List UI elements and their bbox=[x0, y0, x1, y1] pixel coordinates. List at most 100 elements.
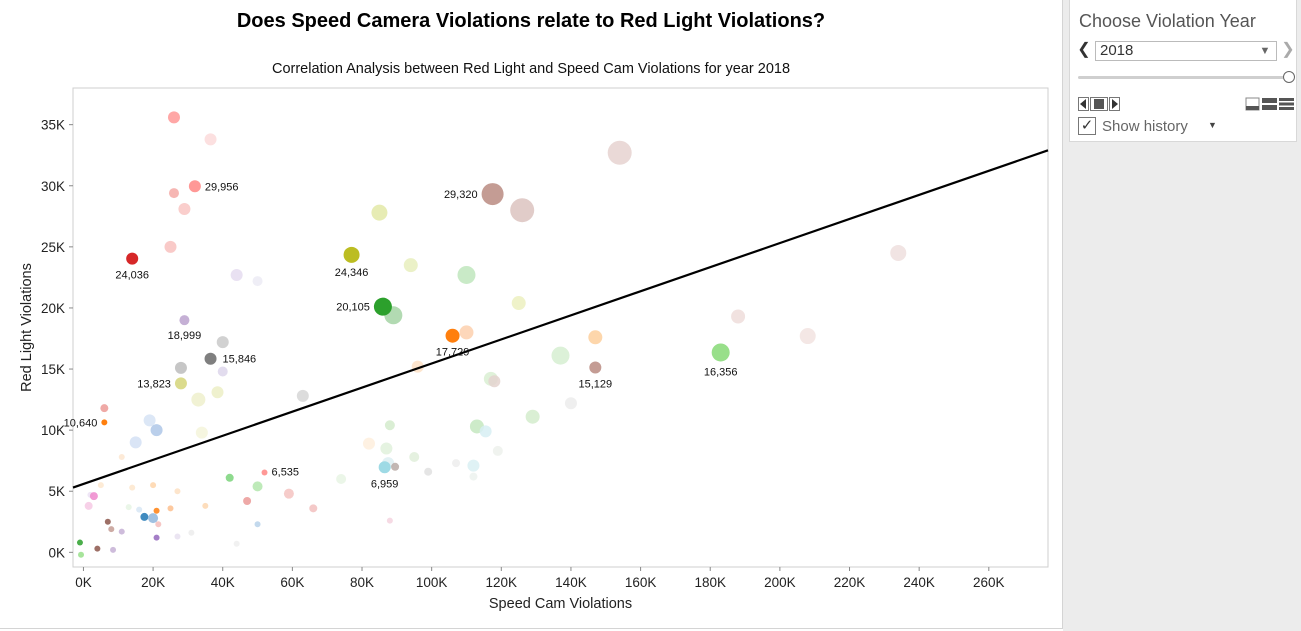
history-point bbox=[204, 133, 217, 146]
history-point bbox=[467, 459, 480, 472]
y-tick-label: 10K bbox=[41, 423, 65, 438]
x-tick-label: 60K bbox=[280, 575, 304, 590]
history-point bbox=[104, 518, 111, 525]
history-point bbox=[283, 488, 294, 499]
point-label: 20,105 bbox=[336, 302, 370, 314]
history-point bbox=[143, 414, 156, 427]
point-label: 24,346 bbox=[335, 267, 369, 279]
history-point bbox=[118, 528, 125, 535]
data-point bbox=[179, 315, 190, 326]
data-point bbox=[343, 246, 360, 263]
data-point bbox=[378, 461, 391, 474]
point-label: 16,356 bbox=[704, 366, 738, 378]
point-label: 13,823 bbox=[137, 378, 171, 390]
history-point bbox=[153, 534, 160, 541]
year-slider-handle[interactable] bbox=[1283, 71, 1295, 83]
y-tick-label: 35K bbox=[41, 118, 65, 133]
history-point bbox=[409, 452, 420, 463]
history-point bbox=[89, 492, 98, 501]
play-backward-button[interactable] bbox=[1078, 97, 1089, 111]
data-point bbox=[589, 361, 602, 374]
next-year-button[interactable]: ❯ bbox=[1281, 41, 1295, 58]
caret-down-icon[interactable]: ▼ bbox=[1208, 120, 1217, 130]
x-tick-label: 240K bbox=[903, 575, 935, 590]
history-point bbox=[731, 309, 746, 324]
x-tick-label: 120K bbox=[486, 575, 518, 590]
point-label: 15,129 bbox=[578, 378, 612, 390]
history-point bbox=[225, 473, 234, 482]
history-point bbox=[386, 517, 393, 524]
history-point bbox=[511, 296, 526, 311]
play-forward-button[interactable] bbox=[1109, 97, 1120, 111]
history-point bbox=[391, 462, 400, 471]
history-point bbox=[167, 505, 174, 512]
point-label: 17,729 bbox=[436, 347, 470, 359]
point-label: 24,036 bbox=[115, 270, 149, 282]
trend-line bbox=[72, 149, 1049, 489]
history-point bbox=[564, 397, 577, 410]
x-tick-label: 200K bbox=[764, 575, 796, 590]
history-point bbox=[168, 188, 179, 199]
data-point bbox=[188, 180, 201, 193]
data-point bbox=[174, 377, 187, 390]
history-point bbox=[452, 459, 461, 468]
year-slider-track[interactable] bbox=[1078, 76, 1285, 79]
show-history-label: Show history bbox=[1102, 118, 1188, 135]
history-point bbox=[296, 389, 309, 402]
history-point bbox=[799, 328, 816, 345]
show-all-icon[interactable] bbox=[1279, 97, 1294, 111]
history-point bbox=[217, 366, 228, 377]
history-point bbox=[202, 502, 209, 509]
history-point bbox=[97, 482, 104, 489]
x-tick-label: 260K bbox=[973, 575, 1005, 590]
point-label: 29,956 bbox=[205, 181, 239, 193]
y-axis-title: Red Light Violations bbox=[19, 263, 35, 392]
y-tick-label: 20K bbox=[41, 301, 65, 316]
data-point bbox=[101, 419, 108, 426]
history-point bbox=[155, 521, 162, 528]
y-tick-label: 30K bbox=[41, 179, 65, 194]
x-tick-label: 180K bbox=[694, 575, 726, 590]
history-point bbox=[164, 240, 177, 253]
show-split-icon[interactable] bbox=[1262, 97, 1277, 111]
history-point bbox=[76, 539, 83, 546]
history-point bbox=[403, 258, 418, 273]
history-point bbox=[84, 501, 93, 510]
history-point bbox=[510, 198, 535, 223]
history-point bbox=[153, 507, 160, 514]
history-point bbox=[607, 140, 632, 165]
stop-button[interactable] bbox=[1090, 97, 1108, 111]
x-tick-label: 140K bbox=[555, 575, 587, 590]
point-label: 10,640 bbox=[64, 417, 98, 429]
x-tick-label: 220K bbox=[834, 575, 866, 590]
y-tick-label: 5K bbox=[48, 484, 65, 499]
history-point bbox=[174, 533, 181, 540]
point-label: 6,535 bbox=[272, 466, 300, 478]
previous-year-button[interactable]: ❮ bbox=[1077, 41, 1091, 58]
history-point bbox=[459, 325, 474, 340]
history-point bbox=[371, 204, 388, 221]
history-point bbox=[254, 521, 261, 528]
history-point bbox=[230, 268, 243, 281]
year-dropdown[interactable]: 2018 ▼ bbox=[1095, 41, 1277, 61]
show-single-icon[interactable] bbox=[1245, 97, 1260, 111]
history-point bbox=[129, 484, 136, 491]
y-tick-label: 0K bbox=[48, 545, 65, 560]
history-point bbox=[167, 111, 180, 124]
history-point bbox=[136, 506, 143, 513]
filter-title: Choose Violation Year bbox=[1079, 11, 1256, 31]
y-tick-label: 15K bbox=[41, 362, 65, 377]
x-tick-label: 80K bbox=[350, 575, 374, 590]
scatter-plot[interactable]: 0K 5K 10K 15K 20K 25K 30K 35K 0K 20K 40K 60K 80K 100K… bbox=[0, 0, 1062, 628]
data-point bbox=[711, 343, 730, 362]
history-point bbox=[108, 526, 115, 533]
data-point bbox=[204, 352, 217, 365]
history-point bbox=[492, 445, 503, 456]
history-point bbox=[216, 336, 229, 349]
year-dropdown-value: 2018 bbox=[1100, 42, 1134, 59]
point-label: 6,959 bbox=[371, 478, 399, 490]
history-point bbox=[336, 474, 347, 485]
show-history-checkbox[interactable]: ✓ bbox=[1078, 117, 1096, 135]
display-mode-toggles bbox=[1245, 97, 1295, 111]
history-point bbox=[380, 442, 393, 455]
